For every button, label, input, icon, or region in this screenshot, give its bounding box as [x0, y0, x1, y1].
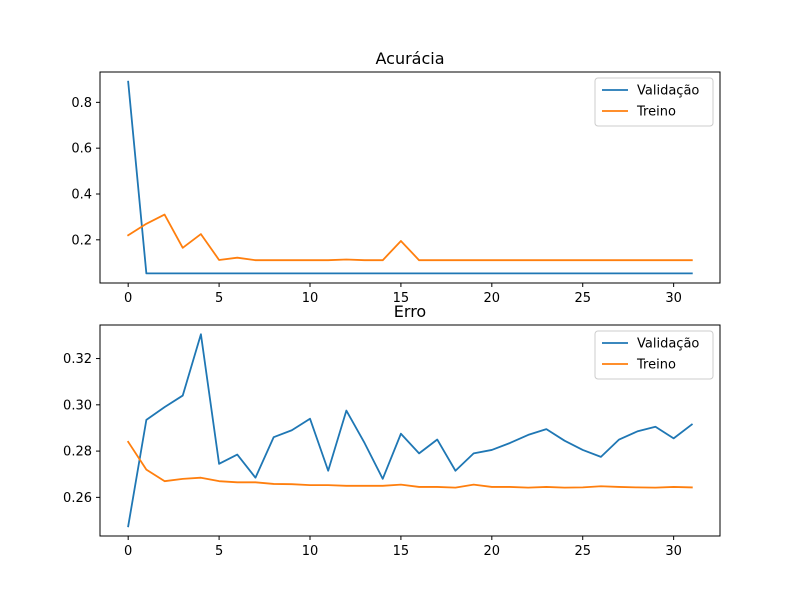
series-line-treino — [126, 213, 693, 262]
x-tick-label: 30 — [665, 544, 682, 559]
chart-title: Acurácia — [375, 49, 444, 68]
plot-frame — [99, 324, 721, 537]
x-tick-label: 5 — [215, 544, 223, 559]
x-tick-label: 20 — [484, 544, 501, 559]
plot-frame — [99, 71, 721, 284]
x-tick-label: 10 — [302, 291, 319, 306]
y-tick-label: 0.32 — [63, 352, 92, 367]
x-tick-label: 5 — [215, 291, 223, 306]
x-tick-label: 15 — [393, 544, 410, 559]
y-tick-label: 0.8 — [71, 96, 92, 111]
y-tick-label: 0.2 — [71, 233, 92, 248]
x-tick-label: 25 — [574, 544, 591, 559]
legend: Validação Treino — [594, 330, 714, 380]
chart-title: Erro — [394, 302, 426, 321]
x-tick-label: 25 — [574, 291, 591, 306]
legend: Validação Treino — [594, 77, 714, 127]
y-tick-label: 0.26 — [63, 491, 92, 506]
y-tick-label: 0.30 — [63, 398, 92, 413]
x-tick-label: 10 — [302, 544, 319, 559]
legend-label-validacao: Validação — [637, 84, 699, 99]
x-tick-label: 15 — [393, 291, 410, 306]
x-tick-label: 0 — [124, 544, 132, 559]
y-tick-label: 0.28 — [63, 445, 92, 460]
legend-label-validacao: Validação — [637, 337, 699, 352]
x-tick-label: 20 — [484, 291, 501, 306]
series-line-treino — [126, 440, 693, 489]
chart-error: 0 5 10 15 20 25 30 0.26 0.28 0.30 0.32 Erro Validaçã… — [63, 302, 721, 559]
legend-label-treino: Treino — [636, 105, 676, 120]
legend-label-treino: Treino — [636, 358, 676, 373]
chart-accuracy: 0 5 10 15 20 25 30 0.2 0.4 0.6 0.8 Acurácia Validaçã… — [71, 49, 721, 306]
x-tick-label: 30 — [665, 291, 682, 306]
x-tick-label: 0 — [124, 291, 132, 306]
series-line-validacao — [127, 80, 693, 275]
y-tick-label: 0.6 — [71, 142, 92, 157]
y-tick-label: 0.4 — [71, 187, 92, 202]
series-line-validacao — [127, 333, 694, 528]
